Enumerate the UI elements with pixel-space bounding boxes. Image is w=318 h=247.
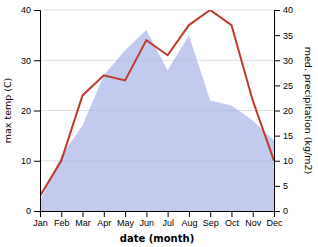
y2-tick-mark [274, 10, 280, 11]
y-tick-mark [34, 211, 40, 212]
y2-tick: 0 [274, 206, 288, 216]
y2-tick: 15 [274, 131, 293, 141]
x-tick-label: Jun [140, 218, 155, 228]
x-tick-label: Apr [97, 218, 111, 228]
y2-tick-mark [274, 136, 280, 137]
x-tick-mark [61, 211, 62, 217]
x-tick-label: May [117, 218, 135, 228]
y-tick-label: 40 [21, 5, 31, 15]
y-tick: 0 [26, 206, 40, 216]
y-tick-mark [34, 111, 40, 112]
y2-axis: 0 5 10 15 20 25 30 35 40 [274, 5, 293, 216]
x-tick: Aug [181, 211, 197, 228]
y-tick-label: 20 [21, 106, 31, 116]
y2-tick-label: 40 [283, 5, 293, 15]
x-tick-mark [231, 211, 232, 217]
x-tick-label: Dec [266, 218, 283, 228]
y2-axis-line [275, 11, 281, 212]
y-tick-mark [34, 10, 40, 11]
x-tick: Nov [245, 211, 262, 228]
x-tick: Mar [75, 211, 91, 228]
y2-tick: 40 [274, 5, 293, 15]
x-tick-mark [168, 211, 169, 217]
y-tick: 30 [21, 56, 40, 66]
y2-tick-mark [274, 60, 280, 61]
x-tick-mark [83, 211, 84, 217]
x-tick: Jun [140, 211, 155, 228]
x-tick-mark [104, 211, 105, 217]
y-tick-label: 0 [26, 206, 31, 216]
x-tick-label: Feb [54, 218, 70, 228]
x-axis-line [41, 212, 275, 218]
x-tick: Sep [203, 211, 219, 228]
x-tick: Feb [54, 211, 70, 228]
x-tick-mark [146, 211, 147, 217]
y2-tick-mark [274, 85, 280, 86]
y-tick-label: 30 [21, 56, 31, 66]
x-tick: Oct [225, 211, 240, 228]
y2-tick-label: 0 [283, 206, 288, 216]
y-tick: 40 [21, 5, 40, 15]
y2-tick-label: 10 [283, 156, 293, 166]
y2-tick-mark [274, 211, 280, 212]
x-tick-mark [125, 211, 126, 217]
x-tick-label: Sep [203, 218, 219, 228]
y2-tick: 5 [274, 181, 288, 191]
x-tick-label: Mar [75, 218, 91, 228]
x-tick-mark [253, 211, 254, 217]
y-tick: 20 [21, 106, 40, 116]
y2-tick-mark [274, 111, 280, 112]
y2-tick: 25 [274, 81, 293, 91]
y2-tick-label: 30 [283, 56, 293, 66]
x-tick: May [117, 211, 135, 228]
x-axis-title: date (month) [120, 233, 194, 244]
y2-tick: 35 [274, 31, 293, 41]
y2-tick-mark [274, 186, 280, 187]
x-tick: Apr [97, 211, 111, 228]
y-tick-label: 10 [21, 156, 31, 166]
y-axis: 0 10 20 30 40 [21, 5, 41, 216]
y2-tick-label: 15 [283, 131, 293, 141]
y2-tick-label: 5 [283, 181, 288, 191]
x-tick: Jan [33, 211, 48, 228]
y-axis-line [34, 11, 41, 212]
y2-tick-mark [274, 161, 280, 162]
y2-tick-mark [274, 35, 280, 36]
line [40, 10, 274, 196]
x-tick: Jul [162, 211, 174, 228]
y-tick-mark [34, 161, 40, 162]
y2-axis-title: med. precipitation (kg/m2) [303, 47, 314, 174]
y2-tick-label: 25 [283, 81, 293, 91]
x-tick-mark [210, 211, 211, 217]
grid [40, 10, 274, 211]
plot-root: JanFebMarAprMayJunJulAugSepOctNovDec0102… [2, 5, 314, 244]
y-tick-mark [34, 60, 40, 61]
y2-tick: 30 [274, 56, 293, 66]
y2-tick-label: 35 [283, 31, 293, 41]
grid-line [40, 10, 274, 11]
y-tick: 10 [21, 156, 40, 166]
x-axis: Jan Feb Mar Apr May Jun Jul Aug Sep Oct Nov Dec [33, 211, 283, 228]
y2-tick: 10 [274, 156, 293, 166]
marks [40, 10, 274, 211]
x-tick: Dec [266, 211, 283, 228]
y2-tick-label: 20 [283, 106, 293, 116]
x-tick-label: Nov [245, 218, 262, 228]
x-tick-label: Oct [225, 218, 240, 228]
y-axis-title: max temp (C) [2, 78, 13, 144]
chart: JanFebMarAprMayJunJulAugSepOctNovDec0102… [0, 0, 318, 247]
x-tick-label: Jul [162, 218, 174, 228]
x-tick-label: Aug [181, 218, 197, 228]
y2-tick: 20 [274, 106, 293, 116]
x-tick-mark [189, 211, 190, 217]
x-tick-label: Jan [33, 218, 48, 228]
